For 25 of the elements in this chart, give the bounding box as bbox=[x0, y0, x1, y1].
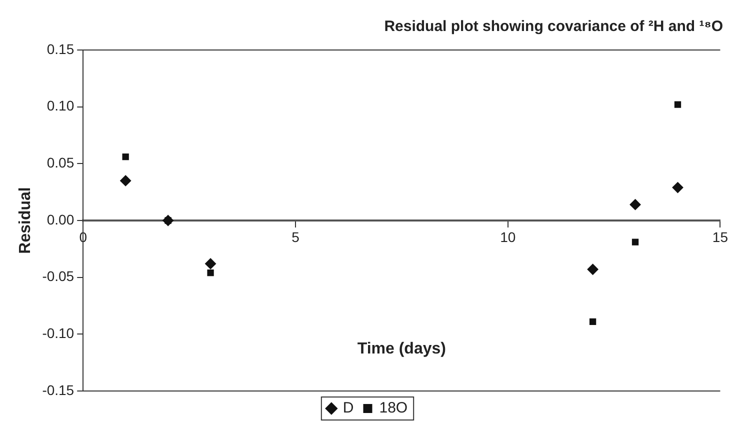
y-axis-title: Residual bbox=[17, 187, 34, 254]
y-tick-label: 0.00 bbox=[46, 211, 74, 228]
chart-title: Residual plot showing covariance of ²H and ¹⁸O bbox=[384, 18, 724, 36]
y-tick-label: -0.05 bbox=[42, 268, 74, 284]
point bbox=[630, 199, 641, 210]
point bbox=[674, 101, 682, 108]
y-tick-label: 0.15 bbox=[46, 40, 74, 57]
x-tick-label: 5 bbox=[292, 228, 300, 245]
point bbox=[589, 318, 596, 325]
x-tick-label: 15 bbox=[712, 228, 728, 245]
point bbox=[205, 258, 216, 270]
point bbox=[207, 269, 214, 276]
y-tick-label: -0.10 bbox=[42, 325, 74, 342]
legend-label: D bbox=[342, 400, 354, 417]
x-axis-title: Time (days) bbox=[357, 340, 446, 358]
legend-label: 18O bbox=[379, 400, 408, 417]
point bbox=[632, 238, 639, 246]
point bbox=[122, 154, 129, 160]
point bbox=[120, 175, 132, 186]
x-tick-label: 10 bbox=[500, 228, 516, 245]
y-tick-label: 0.05 bbox=[46, 154, 74, 171]
point bbox=[672, 182, 684, 194]
y-tick-label: -0.15 bbox=[42, 382, 74, 398]
y-tick-label: 0.10 bbox=[46, 98, 74, 114]
point bbox=[587, 264, 598, 275]
